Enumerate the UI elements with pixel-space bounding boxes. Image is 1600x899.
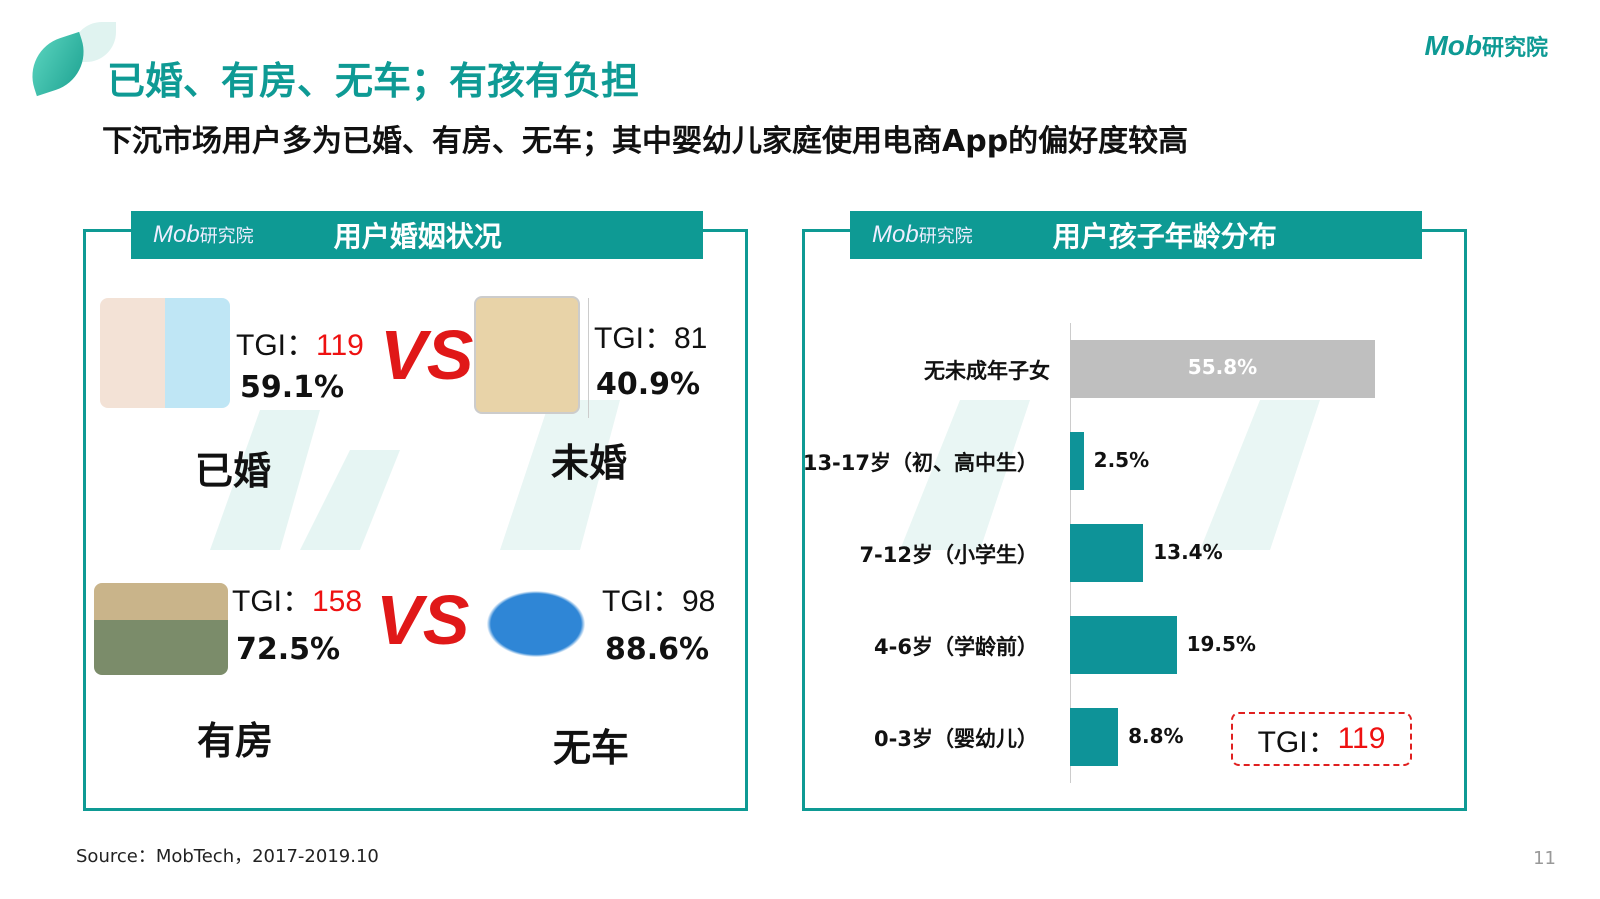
bar [1070,616,1177,674]
children-panel-header: Mob研究院 用户孩子年龄分布 [850,211,1422,259]
bar-value-label: 55.8% [1187,355,1258,379]
married-tgi: TGI：119 [236,329,364,362]
unmarried-tgi: TGI：81 [594,322,708,355]
married-percent: 59.1% [240,370,345,405]
bar [1070,340,1375,398]
car-percent: 88.6% [605,632,710,667]
house-image [94,583,228,675]
bar [1070,524,1144,582]
married-label: 已婚 [195,449,272,493]
unmarried-percent: 40.9% [596,367,701,402]
source-note: Source：MobTech，2017-2019.10 [76,846,379,867]
house-label: 有房 [197,719,274,763]
vs-icon: VS [376,581,470,659]
bar [1070,432,1084,490]
marriage-panel-header: Mob研究院 用户婚姻状况 [131,211,703,259]
watermark-logo [210,400,1320,550]
tgi-callout: TGI： 119 [1231,712,1412,766]
panel-logo: Mob研究院 [153,221,254,248]
bar-value-label: 8.8% [1128,724,1184,748]
bar-value-label: 13.4% [1153,540,1223,564]
panel-title: 用户婚姻状况 [333,220,502,253]
divider [588,298,589,418]
house-percent: 72.5% [236,632,341,667]
car-tgi: TGI：98 [602,585,716,618]
vs-icon: VS [380,316,474,394]
tgi-value: 119 [1337,722,1386,755]
car-image [478,585,594,663]
category-label: 无未成年子女 [924,359,1050,383]
category-label: 0-3岁（婴幼儿） [874,727,1038,751]
page-subtitle: 下沉市场用户多为已婚、有房、无车；其中婴幼儿家庭使用电商App的偏好度较高 [102,124,1189,159]
tgi-label: TGI： [1257,726,1338,759]
bar [1070,708,1119,766]
panel-logo: Mob研究院 [872,221,973,248]
house-tgi: TGI：158 [232,585,363,618]
category-label: 4-6岁（学龄前） [874,635,1038,659]
brand-logo: Mob研究院 [1424,30,1548,62]
brand-suffix: 研究院 [1481,35,1548,60]
bar-value-label: 19.5% [1186,632,1256,656]
panel-title: 用户孩子年龄分布 [1052,220,1277,253]
unmarried-label: 未婚 [551,441,628,485]
couple-image [100,298,230,408]
category-label: 13-17岁（初、高中生） [802,451,1038,475]
brand-name: Mob [1424,30,1482,61]
bar-value-label: 2.5% [1093,448,1150,472]
page-number: 11 [1533,848,1556,869]
category-label: 7-12岁（小学生） [859,543,1038,567]
car-label: 无车 [553,726,630,770]
page-title: 已婚、有房、无车；有孩有负担 [107,59,640,103]
single-dog-image [474,296,580,414]
